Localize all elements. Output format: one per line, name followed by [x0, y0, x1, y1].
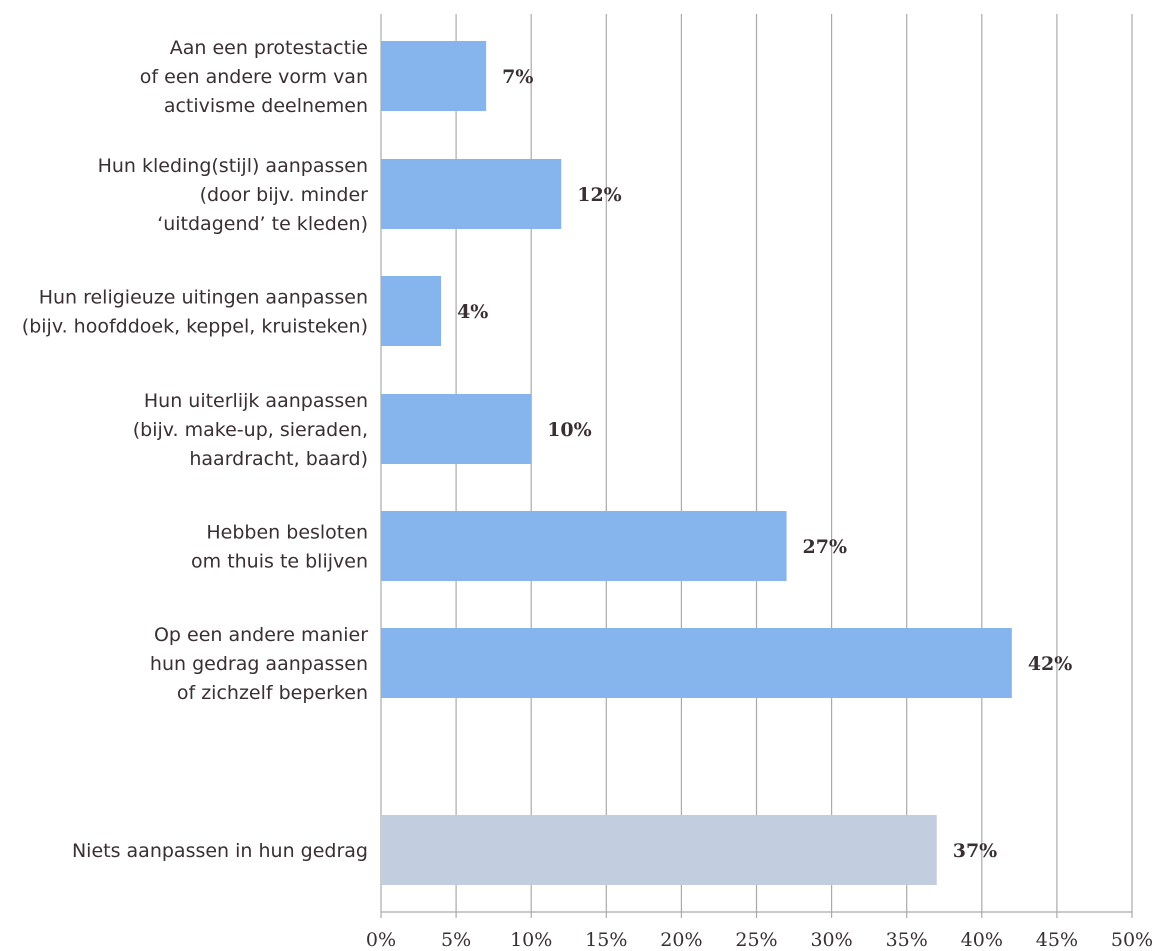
category-label-line: Hun uiterlijk aanpassen — [144, 390, 368, 412]
category-label: Hun religieuze uitingen aanpassen (bijv. … — [22, 287, 368, 338]
bars: 7% 12% 4% 10% 27% 42% 37% — [381, 41, 1072, 885]
category-label-line: of een andere vorm van — [140, 66, 368, 88]
x-tick-label: 35% — [886, 929, 928, 951]
category-label-line: Hebben besloten — [206, 522, 368, 544]
category-label-line: Hun religieuze uitingen aanpassen — [39, 287, 368, 309]
category-label-line: Hun kleding(stijl) aanpassen — [98, 155, 368, 177]
x-tick-label: 0% — [366, 929, 396, 951]
category-label-line: of zichzelf beperken — [177, 682, 368, 704]
x-tick-label: 20% — [660, 929, 702, 951]
category-label-line: Aan een protestactie — [170, 37, 368, 59]
x-tick-label: 5% — [441, 929, 471, 951]
category-label-line: (bijv. make-up, sieraden, — [133, 419, 368, 441]
bar — [381, 511, 787, 581]
category-label-line: (door bijv. minder — [200, 184, 369, 206]
category-labels: Aan een protestactie of een andere vorm v… — [22, 37, 368, 862]
category-label-line: hun gedrag aanpassen — [150, 653, 368, 675]
value-label: 4% — [457, 301, 488, 323]
bar — [381, 394, 532, 464]
category-label-line: Niets aanpassen in hun gedrag — [72, 840, 368, 862]
category-label-line: om thuis te blijven — [191, 551, 368, 573]
bar — [381, 41, 487, 111]
value-label: 10% — [547, 419, 592, 441]
x-tick-label: 25% — [735, 929, 777, 951]
category-label: Aan een protestactie of een andere vorm v… — [140, 37, 368, 117]
value-label: 12% — [577, 184, 622, 206]
value-label: 37% — [953, 840, 998, 862]
bar — [381, 628, 1012, 698]
category-label: Hun uiterlijk aanpassen (bijv. make-up, s… — [133, 390, 368, 470]
category-label-line: haardracht, baard) — [189, 448, 368, 470]
x-tick-label: 40% — [961, 929, 1003, 951]
category-label-line: ‘uitdagend’ te kleden) — [157, 213, 368, 235]
category-label-line: (bijv. hoofddoek, keppel, kruisteken) — [22, 316, 368, 338]
value-label: 7% — [502, 66, 533, 88]
x-tick-label: 10% — [510, 929, 552, 951]
category-label: Niets aanpassen in hun gedrag — [72, 840, 368, 862]
category-label: Op een andere manier hun gedrag aanpassen… — [150, 624, 368, 704]
category-label: Hebben besloten om thuis te blijven — [191, 522, 368, 573]
x-tick-label: 45% — [1036, 929, 1078, 951]
x-tick-label: 50% — [1111, 929, 1153, 951]
value-label: 42% — [1028, 653, 1073, 675]
bar — [381, 815, 937, 885]
bar — [381, 276, 442, 346]
bar — [381, 159, 562, 229]
x-tick-label: 30% — [810, 929, 852, 951]
x-axis: 0% 5% 10% 15% 20% 25% 30% 35% 40% 45% 50% — [366, 911, 1153, 951]
category-label-line: Op een andere manier — [154, 624, 368, 646]
value-label: 27% — [803, 536, 848, 558]
category-label-line: activisme deelnemen — [164, 95, 368, 117]
x-tick-label: 15% — [585, 929, 627, 951]
category-label: Hun kleding(stijl) aanpassen (door bijv. … — [98, 155, 369, 235]
